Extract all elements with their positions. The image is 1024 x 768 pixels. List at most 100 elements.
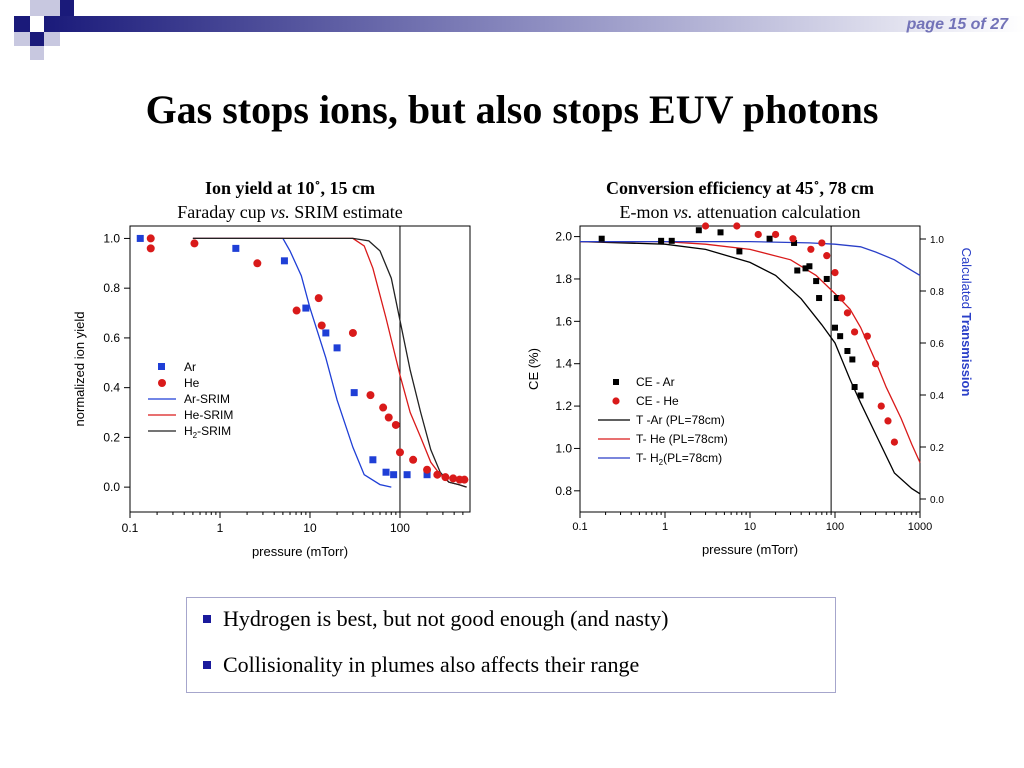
data-point-ar — [423, 471, 431, 479]
bullet-box: Hydrogen is best, but not good enough (a… — [186, 597, 836, 693]
data-point-ce-he — [789, 235, 797, 243]
data-point-ce-ar — [736, 248, 743, 255]
data-point-ce-he — [771, 230, 780, 239]
legend-label-he-srim: He-SRIM — [184, 408, 233, 422]
data-point-he — [314, 294, 323, 303]
page-indicator: page 15 of 27 — [906, 16, 1008, 33]
data-point-ce-he — [843, 309, 852, 317]
data-point-ar — [232, 244, 240, 252]
data-point-ce-he — [890, 438, 899, 446]
x-tick-label: 1 — [217, 521, 224, 535]
data-point-ce-he — [701, 222, 710, 230]
y2-tick-label: 0.2 — [930, 443, 944, 454]
data-point-ar — [350, 389, 358, 397]
data-point-ce-he — [838, 294, 846, 302]
x-tick-label: 0.1 — [122, 521, 139, 535]
data-point-he — [348, 328, 357, 337]
header-decoration — [14, 0, 1024, 60]
data-point-ar — [382, 468, 390, 476]
y-tick-label: 1.4 — [555, 357, 572, 371]
data-point-he — [379, 403, 388, 412]
data-point-ar — [136, 234, 144, 242]
data-point-ce-ar — [598, 235, 605, 242]
y-axis-label: normalized ion yield — [72, 312, 87, 427]
y2-axis-label: Calculated Transmission — [959, 248, 974, 397]
y-tick-label: 0.8 — [103, 281, 120, 295]
right-caption-vs: vs. — [673, 202, 693, 222]
data-point-ce-he — [754, 230, 762, 239]
data-point-ce-ar — [813, 278, 820, 285]
data-point-ce-he — [818, 239, 826, 247]
ion-yield-chart: 0.1 1 10 100 0.0 0.2 0.4 0.6 0.8 1.0 pressure (mTo… — [72, 225, 471, 559]
legend-label-he: He — [184, 376, 200, 390]
y-tick-label: 0.8 — [555, 484, 572, 498]
data-point-ce-ar — [833, 295, 840, 302]
y2-tick-label: 0.6 — [930, 339, 944, 350]
transmission-line — [580, 240, 921, 463]
x-tick-label: 10 — [303, 521, 317, 535]
data-point-ce-he — [877, 402, 885, 410]
bullet-item: Hydrogen is best, but not good enough (a… — [203, 606, 668, 632]
bullet-text: Collisionality in plumes also affects th… — [223, 652, 640, 677]
legend-label-t-h2: T- H2(PL=78cm) — [636, 451, 722, 467]
data-point-ar — [403, 471, 411, 479]
transmission-line — [580, 240, 921, 276]
legend-marker-ar — [158, 363, 165, 370]
left-caption-title: Ion yield at 10˚, 15 cm — [205, 178, 375, 198]
x-tick-label: 100 — [390, 521, 410, 535]
legend-label-ar: Ar — [184, 360, 196, 374]
data-point-he — [384, 413, 393, 422]
data-point-ce-he — [884, 417, 892, 425]
data-point-ar — [322, 329, 330, 337]
data-point-ce-ar — [802, 265, 809, 272]
bullet-text: Hydrogen is best, but not good enough (a… — [223, 606, 669, 631]
data-point-ar — [302, 304, 310, 312]
data-point-he — [366, 391, 375, 400]
data-point-he — [449, 474, 458, 483]
data-point-ar — [390, 471, 398, 479]
x-axis-label: pressure (mTorr) — [702, 542, 798, 557]
data-point-ce-he — [733, 222, 741, 230]
legend-label-ce-he: CE - He — [636, 394, 679, 408]
data-point-ce-ar — [791, 239, 798, 246]
data-point-ce-ar — [857, 392, 864, 399]
left-caption-subtitle: Faraday cup vs. SRIM estimate — [110, 200, 470, 224]
data-point-he — [433, 470, 442, 479]
data-point-ce-ar — [851, 384, 858, 391]
right-caption-subtitle: E-mon vs. attenuation calculation — [540, 200, 940, 224]
plot-frame — [129, 225, 471, 513]
series-line-he-srim — [192, 237, 467, 488]
left-caption-b: SRIM estimate — [289, 202, 403, 222]
data-point-he — [190, 239, 199, 248]
plot-frame — [579, 225, 921, 513]
data-point-ar — [333, 344, 341, 352]
bullet-square-icon — [203, 615, 211, 623]
legend-marker-ce-ar — [613, 379, 619, 385]
legend-label-ce-ar: CE - Ar — [636, 375, 675, 389]
data-point-ce-he — [863, 332, 871, 340]
legend-label-h2-srim: H2-SRIM — [184, 424, 231, 440]
y2-tick-label: 0.4 — [930, 391, 944, 402]
y-tick-label: 2.0 — [555, 230, 572, 244]
x-tick-label: 100 — [826, 521, 844, 533]
data-point-ce-ar — [794, 267, 801, 274]
data-point-ce-he — [850, 328, 859, 336]
data-point-ar — [280, 257, 288, 265]
left-caption-a: Faraday cup — [177, 202, 271, 222]
y2-tick-label: 1.0 — [930, 235, 944, 246]
data-point-ce-he — [823, 252, 831, 260]
data-point-he — [146, 234, 155, 243]
data-point-ce-ar — [844, 347, 851, 354]
y-tick-label: 0.6 — [103, 331, 120, 345]
y-tick-label: 1.6 — [555, 314, 572, 328]
y-tick-label: 1.0 — [555, 441, 572, 455]
slide-title: Gas stops ions, but also stops EUV photo… — [145, 87, 879, 132]
y-tick-label: 1.0 — [103, 231, 120, 245]
data-point-he — [441, 473, 450, 482]
y-tick-label: 0.4 — [103, 381, 120, 395]
legend-label-t-ar: T -Ar (PL=78cm) — [636, 413, 725, 427]
x-tick-label: 1000 — [908, 521, 932, 533]
right-caption-a: E-mon — [619, 202, 674, 222]
data-point-he — [395, 448, 404, 457]
x-axis-label: pressure (mTorr) — [252, 544, 348, 559]
